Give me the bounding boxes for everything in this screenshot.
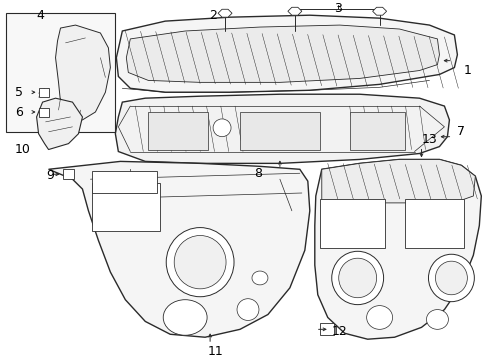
Bar — [39, 88, 48, 97]
Text: 13: 13 — [421, 133, 436, 146]
Text: 1: 1 — [463, 64, 470, 77]
Bar — [349, 112, 404, 149]
Text: 11: 11 — [207, 345, 223, 357]
Ellipse shape — [174, 235, 225, 289]
Polygon shape — [314, 159, 480, 339]
Text: 12: 12 — [331, 325, 347, 338]
Bar — [404, 199, 464, 248]
Text: 6: 6 — [15, 105, 22, 118]
Ellipse shape — [366, 306, 392, 329]
Polygon shape — [126, 25, 439, 82]
Text: 5: 5 — [15, 86, 22, 99]
Ellipse shape — [251, 271, 267, 285]
Polygon shape — [6, 13, 115, 132]
Ellipse shape — [163, 300, 207, 335]
Ellipse shape — [426, 310, 447, 329]
Ellipse shape — [331, 251, 383, 305]
Polygon shape — [287, 7, 301, 15]
Text: 7: 7 — [456, 125, 465, 138]
Ellipse shape — [427, 254, 473, 302]
Polygon shape — [218, 9, 232, 17]
Polygon shape — [321, 159, 474, 203]
Bar — [240, 112, 319, 149]
Polygon shape — [56, 25, 110, 120]
Text: 2: 2 — [209, 9, 217, 22]
Text: 9: 9 — [46, 169, 54, 182]
Bar — [319, 199, 384, 248]
Text: 10: 10 — [15, 143, 31, 156]
Ellipse shape — [338, 258, 376, 298]
Text: 8: 8 — [253, 167, 262, 180]
Text: 3: 3 — [333, 2, 341, 15]
Ellipse shape — [166, 228, 234, 297]
Bar — [92, 183, 160, 230]
Ellipse shape — [237, 299, 259, 320]
Polygon shape — [372, 7, 386, 15]
Text: 4: 4 — [37, 9, 44, 22]
Ellipse shape — [213, 119, 230, 137]
Bar — [148, 112, 208, 149]
Polygon shape — [115, 94, 448, 163]
Bar — [62, 169, 74, 179]
Ellipse shape — [435, 261, 467, 295]
Polygon shape — [37, 98, 82, 149]
Bar — [319, 323, 333, 335]
Polygon shape — [48, 161, 309, 337]
Bar — [92, 171, 157, 193]
Polygon shape — [116, 15, 456, 92]
Bar — [39, 108, 48, 117]
